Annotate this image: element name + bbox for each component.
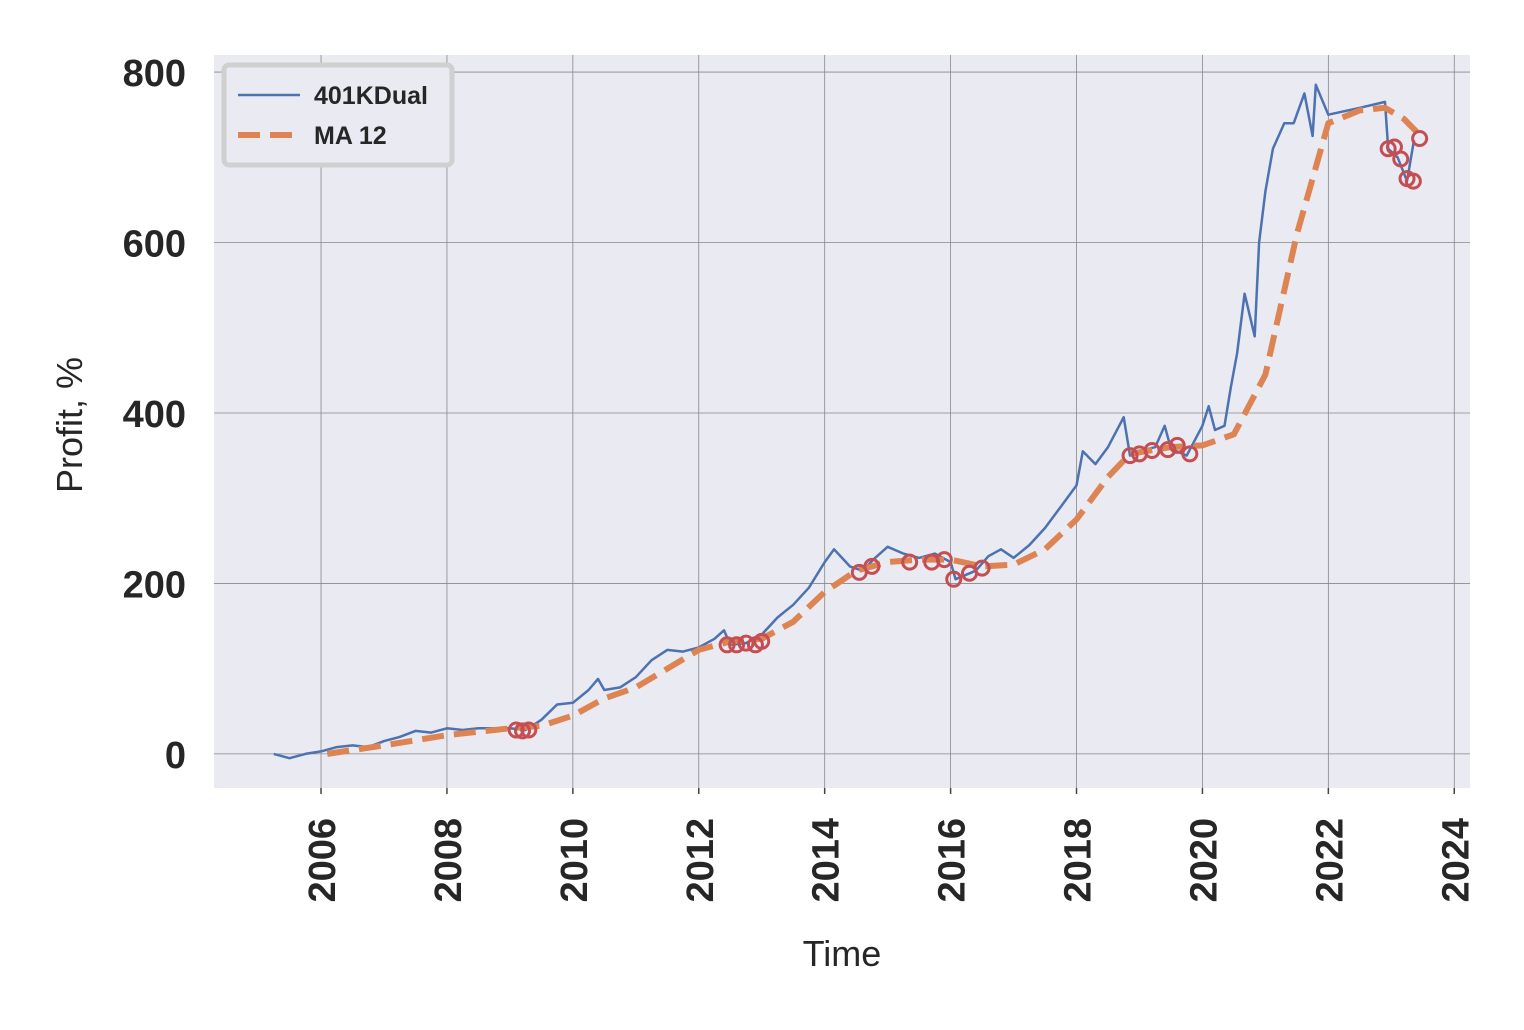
legend-label: 401KDual <box>314 82 428 110</box>
x-tick-label: 2016 <box>932 818 974 903</box>
line <box>326 104 1419 757</box>
marker <box>1121 447 1139 465</box>
x-tick-label: 2006 <box>302 818 344 903</box>
x-tick-label: 2020 <box>1183 818 1225 903</box>
marker <box>945 570 963 588</box>
marker <box>1411 130 1429 148</box>
marker <box>1181 445 1199 463</box>
x-tick-label: 2022 <box>1309 818 1351 903</box>
marker <box>973 559 991 577</box>
y-tick-label: 600 <box>123 224 186 266</box>
marker <box>935 551 953 569</box>
marker <box>901 553 919 571</box>
marker <box>753 632 771 650</box>
legend: 401KDual MA 12 <box>221 62 455 168</box>
legend-label: MA 12 <box>314 122 387 150</box>
marker <box>728 636 746 654</box>
marks <box>273 83 1429 760</box>
marker <box>1143 441 1161 459</box>
x-tick-label: 2008 <box>428 818 470 903</box>
x-tick-label: 2010 <box>554 818 596 903</box>
y-tick-label: 0 <box>165 735 186 777</box>
x-tick-label: 2014 <box>806 818 848 903</box>
x-tick-label: 2018 <box>1058 818 1100 903</box>
y-axis-label: Profit, % <box>49 357 90 493</box>
y-tick-label: 400 <box>123 394 186 436</box>
marker <box>1392 150 1410 168</box>
y-tick-label: 200 <box>123 564 186 606</box>
plot-area <box>214 55 1470 788</box>
legend-box <box>221 62 455 168</box>
marker <box>1404 172 1422 190</box>
y-tick-label: 800 <box>123 53 186 95</box>
marker <box>737 634 755 652</box>
marker <box>718 636 736 654</box>
marker <box>513 722 531 740</box>
x-tick-label: 2024 <box>1435 818 1477 903</box>
marker <box>520 721 538 739</box>
marker <box>863 557 881 575</box>
x-tick-label: 2012 <box>680 818 722 903</box>
marker <box>1168 436 1186 454</box>
x-axis-label: Time <box>803 933 882 974</box>
marker <box>1159 441 1177 459</box>
